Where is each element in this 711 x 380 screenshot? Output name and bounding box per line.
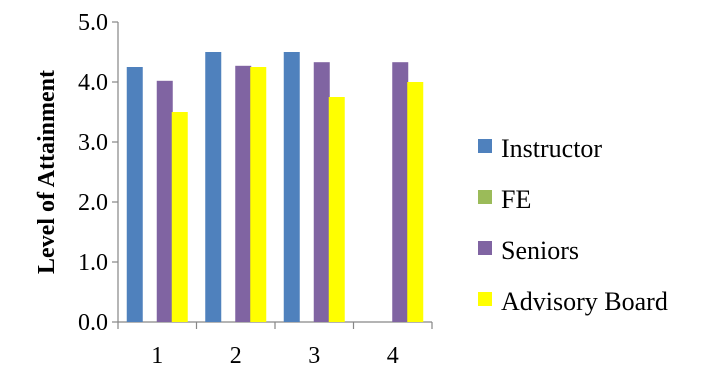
bar <box>205 52 222 322</box>
bar <box>392 62 409 322</box>
y-tick-label: 5.0 <box>78 10 108 36</box>
x-tick-label: 3 <box>308 343 320 369</box>
plot-area: 0.0 1.0 2.0 3.0 4.0 5.0 1 2 3 4 <box>78 10 433 369</box>
bar <box>156 80 173 322</box>
legend-swatch <box>478 292 492 306</box>
x-tick-label: 1 <box>151 343 163 369</box>
y-axis-title: Level of Attainment <box>34 70 60 274</box>
y-tick-label: 0.0 <box>78 310 108 336</box>
bar <box>407 82 424 322</box>
legend-swatch <box>478 139 492 153</box>
bar <box>283 52 300 322</box>
bar <box>126 67 143 322</box>
legend-swatch <box>478 190 492 204</box>
legend: Instructor FE Seniors Advisory Board <box>478 134 668 316</box>
bar <box>328 97 345 322</box>
legend-label: FE <box>501 185 531 214</box>
legend-swatch <box>478 241 492 255</box>
y-tick-label: 3.0 <box>78 130 108 156</box>
bar <box>235 65 252 323</box>
bar <box>313 62 330 322</box>
x-tick-label: 4 <box>387 343 399 369</box>
bar <box>171 112 188 322</box>
legend-label: Instructor <box>501 134 602 163</box>
y-tick-label: 4.0 <box>78 70 108 96</box>
y-tick-label: 1.0 <box>78 250 108 276</box>
legend-label: Seniors <box>501 236 579 265</box>
x-tick-label: 2 <box>230 343 242 369</box>
y-tick-label: 2.0 <box>78 190 108 216</box>
legend-label: Advisory Board <box>501 287 668 316</box>
bar <box>250 67 267 322</box>
